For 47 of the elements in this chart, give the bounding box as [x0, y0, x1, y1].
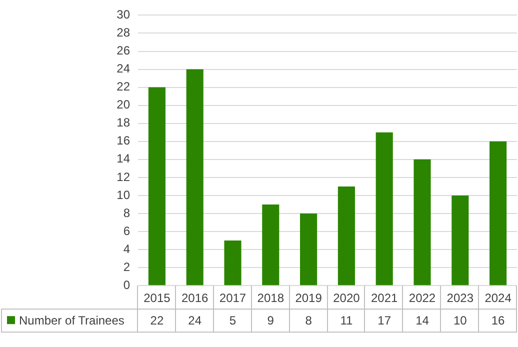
bar — [376, 132, 393, 286]
y-tick-label: 4 — [123, 242, 130, 256]
y-tick-label: 0 — [123, 278, 130, 292]
y-tick-label: 12 — [116, 170, 130, 184]
bar — [262, 204, 280, 286]
bar — [490, 141, 507, 286]
x-tick-label: 2020 — [333, 291, 360, 306]
y-tick-label: 2 — [123, 260, 130, 274]
data-label: 9 — [267, 313, 274, 328]
data-label: 24 — [188, 313, 202, 328]
x-tick-label: 2021 — [371, 291, 398, 306]
bar — [224, 240, 242, 286]
y-tick-label: 22 — [116, 80, 130, 94]
x-tick-label: 2023 — [446, 291, 474, 306]
bar — [300, 213, 318, 286]
y-tick-label: 14 — [116, 152, 130, 166]
data-label: 11 — [340, 313, 353, 328]
bar — [338, 186, 355, 286]
y-tick-label: 6 — [123, 224, 130, 238]
data-label: 8 — [305, 313, 312, 328]
bar — [414, 159, 431, 286]
y-tick-label: 8 — [123, 206, 130, 220]
y-tick-label: 28 — [116, 26, 130, 40]
x-tick-label: 2015 — [144, 291, 171, 306]
y-tick-label: 16 — [116, 134, 130, 148]
data-label: 5 — [229, 313, 236, 328]
data-label: 17 — [378, 313, 392, 328]
data-label: 16 — [491, 313, 506, 328]
x-tick-label: 2024 — [484, 291, 512, 306]
bar — [186, 69, 204, 286]
y-tick-label: 18 — [116, 116, 130, 130]
y-tick-label: 10 — [116, 188, 130, 202]
y-tick-label: 24 — [116, 62, 130, 76]
data-label: 10 — [453, 313, 468, 328]
x-tick-label: 2022 — [408, 291, 436, 306]
x-tick-label: 2016 — [182, 291, 209, 306]
bar — [148, 87, 166, 286]
data-label: 22 — [150, 313, 164, 328]
legend-label: Number of Trainees — [19, 313, 124, 328]
x-tick-label: 2018 — [257, 291, 284, 306]
x-tick-label: 2017 — [219, 291, 246, 306]
y-tick-label: 30 — [116, 8, 130, 22]
data-label: 14 — [416, 313, 430, 328]
y-tick-label: 20 — [116, 98, 130, 112]
bar — [452, 195, 469, 286]
y-tick-label: 26 — [116, 44, 130, 58]
x-tick-label: 2019 — [295, 291, 322, 306]
